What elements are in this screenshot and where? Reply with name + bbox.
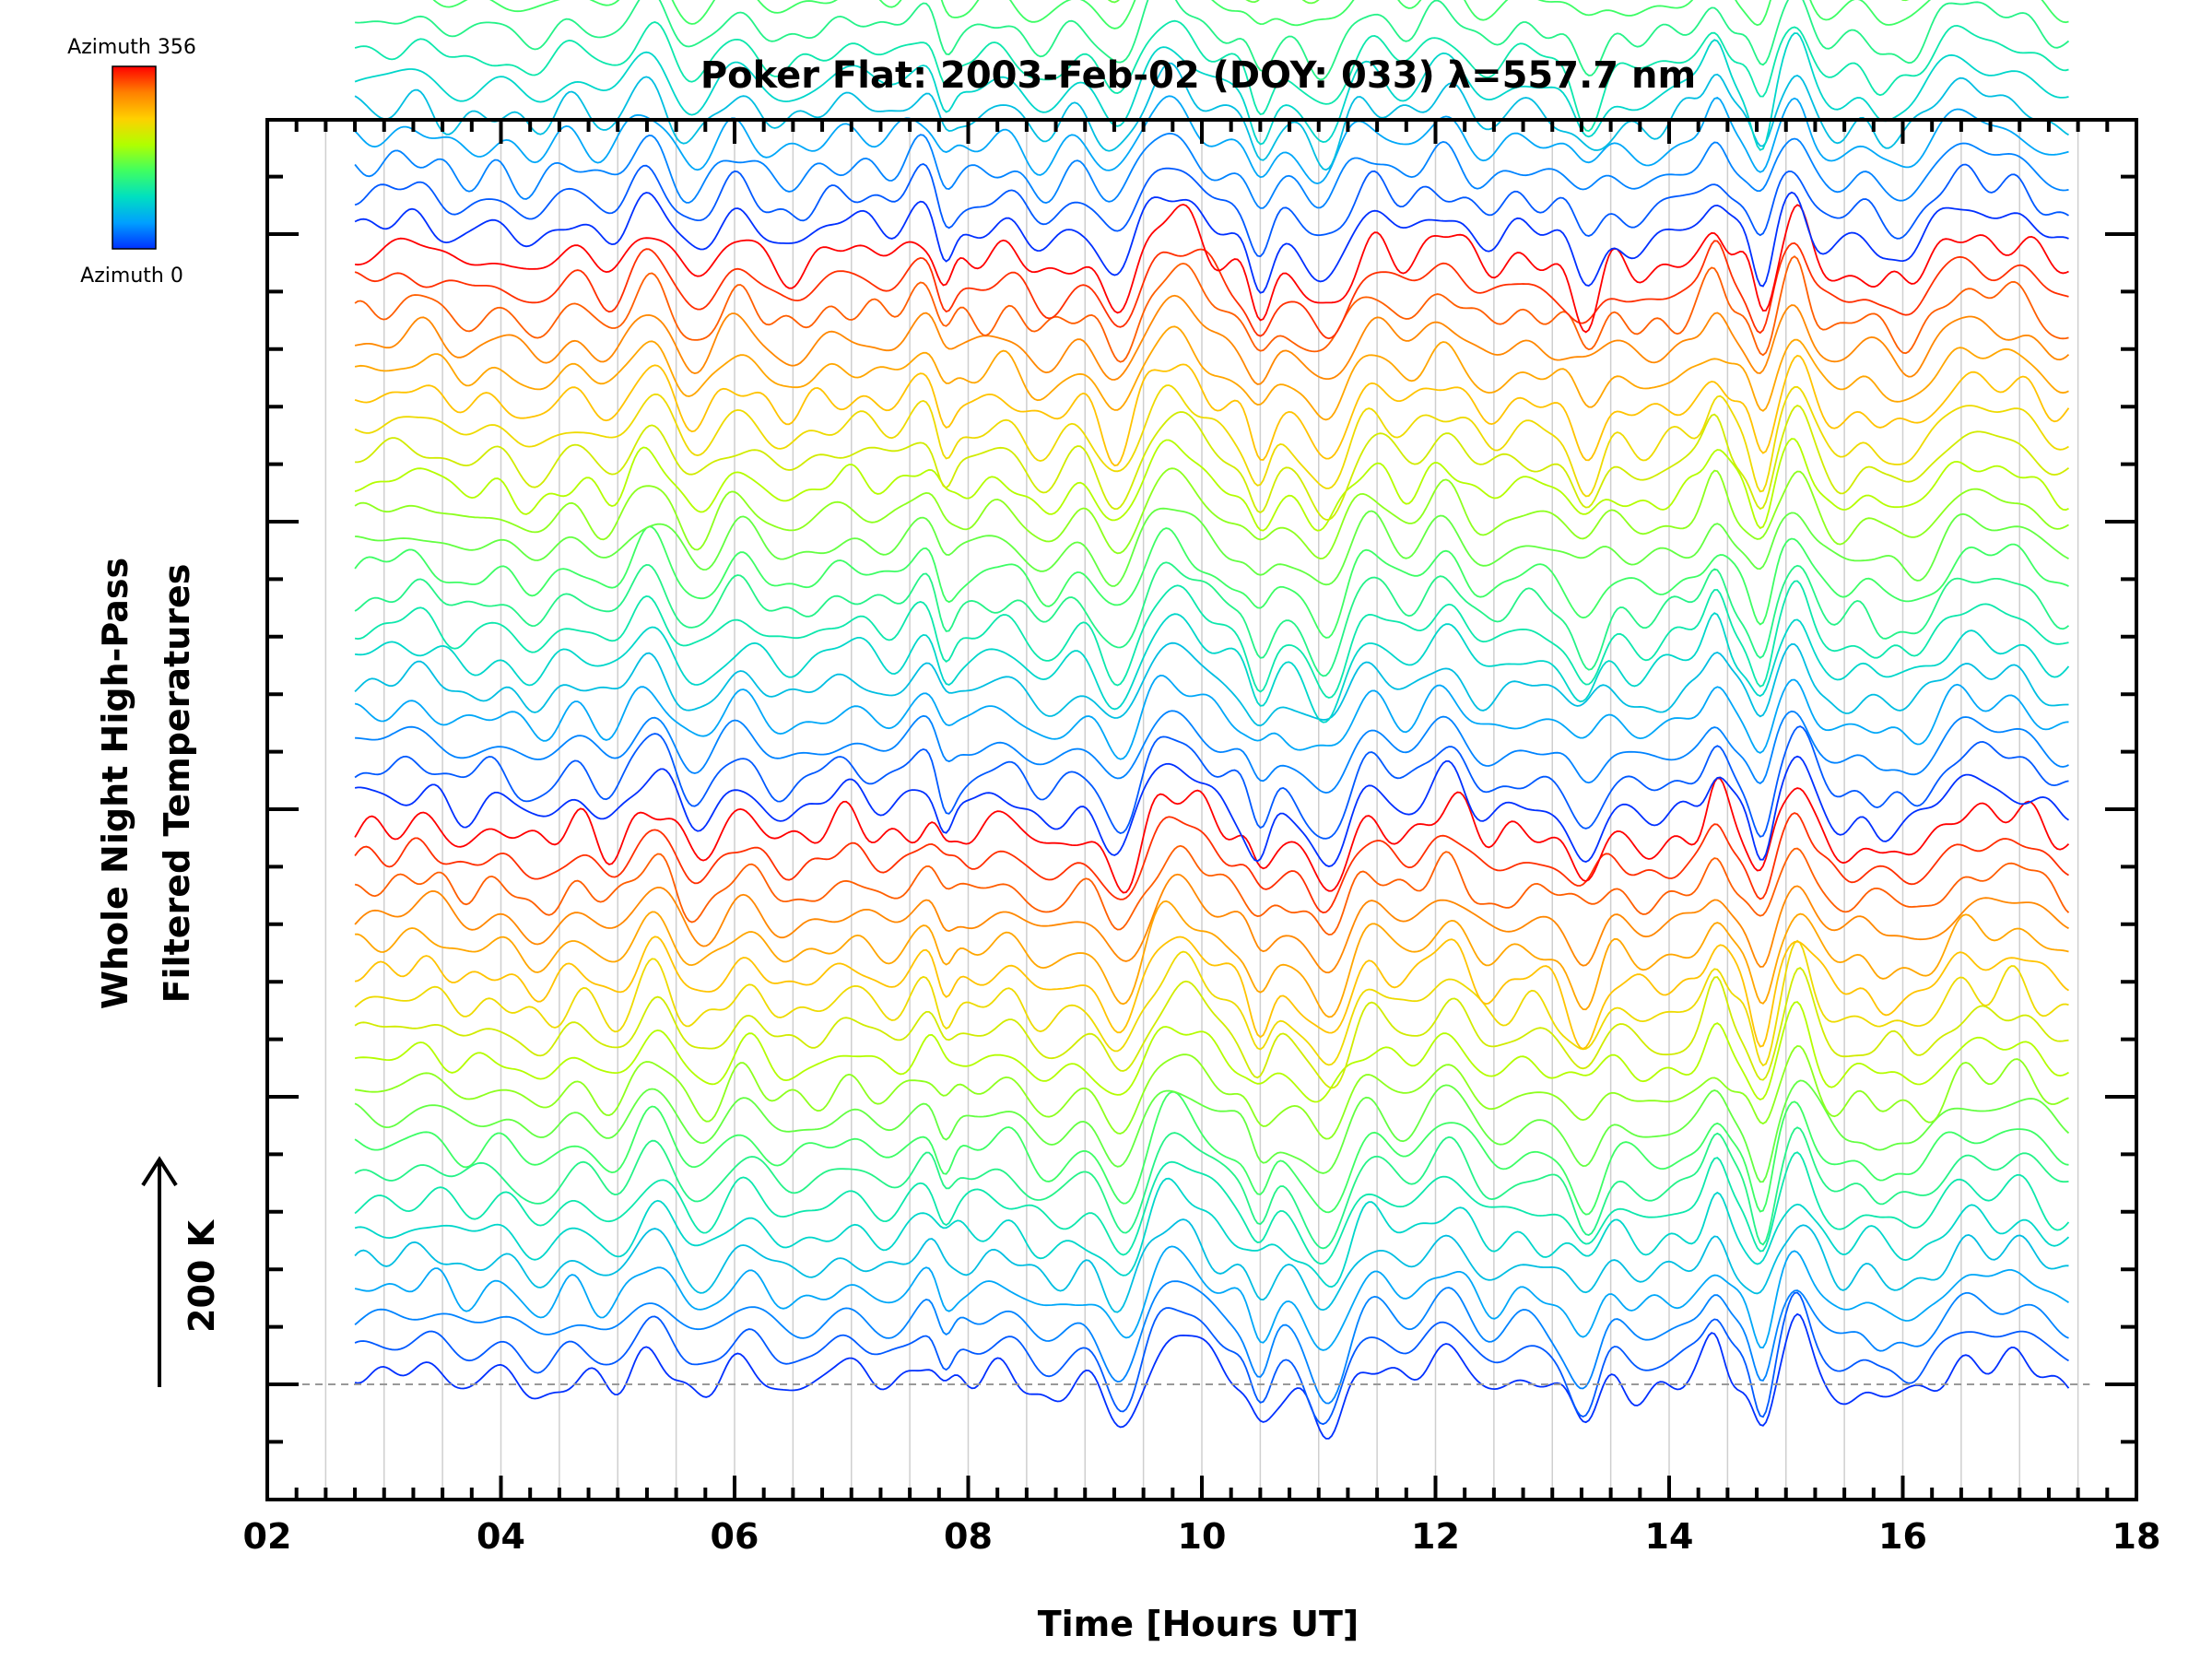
series-line <box>355 710 2069 794</box>
series-line <box>354 1280 2069 1405</box>
series-line <box>354 1312 2070 1440</box>
series-line <box>354 32 2069 151</box>
x-tick-label: 08 <box>944 1516 993 1557</box>
series-line <box>354 844 2070 936</box>
series-line <box>354 438 2069 532</box>
x-tick-labels: 02 04 06 08 10 12 14 16 18 <box>243 1516 2161 1557</box>
series-layer <box>354 0 2070 1440</box>
series-line <box>354 873 2069 974</box>
series-line <box>354 325 2069 421</box>
series-line <box>354 525 2069 639</box>
x-tick-label: 12 <box>1411 1516 1460 1557</box>
x-tick-label: 10 <box>1178 1516 1227 1557</box>
series-line <box>354 467 2069 560</box>
series-line <box>354 674 2069 760</box>
series-line <box>355 900 2069 1018</box>
series-line <box>354 967 2069 1089</box>
series-line <box>354 725 2069 840</box>
series-line <box>354 1218 2069 1313</box>
colorbar-bottom-label: Azimuth 0 <box>80 265 183 288</box>
series-line <box>354 95 2069 185</box>
series-line <box>354 580 2069 700</box>
series-line <box>355 0 2070 81</box>
series-line <box>354 939 2069 1067</box>
x-tick-label: 02 <box>243 1516 292 1557</box>
series-line <box>355 612 2070 724</box>
series-line <box>354 1044 2069 1140</box>
grid-layer <box>324 120 2079 1500</box>
series-line <box>354 163 2069 258</box>
series-line <box>354 1079 2070 1183</box>
x-tick-label: 04 <box>477 1516 525 1557</box>
x-axis-label: Time [Hours UT] <box>1038 1604 1359 1644</box>
series-line <box>355 203 2069 334</box>
scale-indicator: 200 K <box>141 1156 222 1387</box>
series-line <box>354 132 2069 209</box>
series-line <box>354 1001 2069 1103</box>
series-line <box>354 1291 2069 1426</box>
y-axis-label-line2: Filtered Temperatures <box>157 564 197 1004</box>
series-line <box>354 1151 2070 1265</box>
colorbar-gradient <box>112 65 157 250</box>
series-line <box>354 935 2070 1050</box>
series-line <box>354 384 2069 498</box>
series-line <box>354 1245 2069 1351</box>
x-tick-label: 16 <box>1878 1516 1927 1557</box>
x-tick-label: 14 <box>1645 1516 1694 1557</box>
series-line <box>354 561 2070 677</box>
chart-title: Poker Flat: 2003-Feb-02 (DOY: 033) λ=557… <box>700 54 1696 97</box>
series-line <box>354 755 2070 867</box>
series-line <box>355 404 2070 521</box>
colorbar: Azimuth 356 Azimuth 0 <box>67 36 196 288</box>
series-line <box>354 294 2070 385</box>
scale-label: 200 K <box>182 1218 222 1333</box>
series-line <box>354 19 2069 133</box>
scale-arrow-head-icon <box>141 1156 178 1187</box>
series-line <box>354 255 2069 363</box>
series-line <box>354 62 2069 171</box>
series-line <box>355 507 2069 587</box>
series-line <box>354 1126 2069 1250</box>
series-line <box>354 354 2070 467</box>
series-line <box>354 1177 2070 1288</box>
series-line <box>354 777 2070 894</box>
series-line <box>354 240 2069 340</box>
series-line <box>354 812 2069 914</box>
y-axis-label-line1: Whole Night High-Pass <box>95 558 135 1009</box>
colorbar-top-label: Azimuth 356 <box>67 36 196 59</box>
series-line <box>354 1090 2069 1216</box>
series-line <box>354 191 2069 294</box>
x-tick-label: 18 <box>2112 1516 2161 1557</box>
x-tick-label: 06 <box>711 1516 759 1557</box>
series-line <box>354 641 2069 727</box>
tick-layer <box>265 120 2138 1500</box>
